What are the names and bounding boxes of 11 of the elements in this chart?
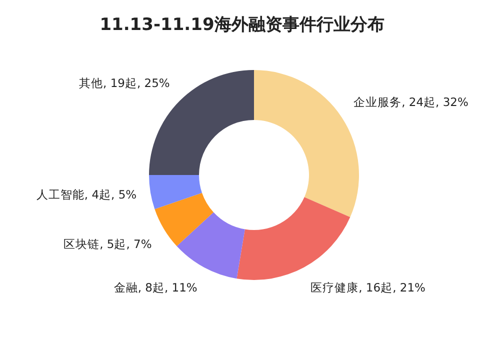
donut-slice: [176, 212, 245, 279]
donut-slice: [236, 197, 350, 280]
donut-slice: [154, 192, 214, 246]
slice-label: 区块链, 5起, 7%: [64, 236, 152, 251]
slice-label: 金融, 8起, 11%: [114, 280, 198, 295]
slice-label: 医疗健康, 16起, 21%: [310, 280, 426, 295]
chart-title: 11.13-11.19海外融资事件行业分布: [100, 15, 384, 35]
slice-label: 企业服务, 24起, 32%: [354, 94, 469, 109]
slice-label: 其他, 19起, 25%: [79, 76, 170, 90]
donut-slice: [149, 175, 202, 210]
slice-label: 人工智能, 4起, 5%: [36, 188, 137, 202]
